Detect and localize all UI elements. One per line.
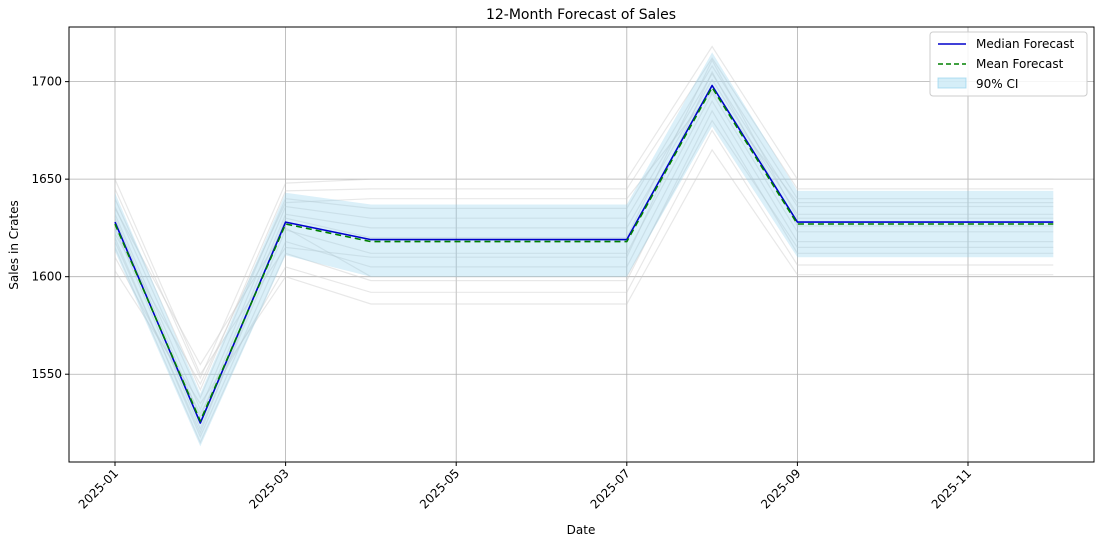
confidence-band [115, 52, 1054, 447]
y-tick-label-1550: 1550 [31, 367, 62, 381]
chart-title: 12-Month Forecast of Sales [486, 7, 676, 23]
y-tick-label-1700: 1700 [31, 75, 62, 89]
sample-path-7 [114, 99, 1054, 439]
sample-path-10 [114, 148, 1054, 405]
y-tick-label-1650: 1650 [31, 172, 62, 186]
sample-path-8 [114, 109, 1054, 444]
y-axis-label: Sales in Crates [7, 200, 21, 290]
sample-path-9 [114, 129, 1054, 415]
sample-path-2 [114, 57, 1054, 392]
mean-forecast-line [114, 86, 1054, 422]
legend-box [929, 31, 1088, 97]
sample-path-4 [114, 72, 1054, 411]
x-axis-label: Date [567, 523, 596, 537]
sample-path-5 [114, 78, 1054, 419]
legend-ci-label: 90% CI [976, 77, 1018, 91]
sample-path-3 [114, 64, 1054, 400]
ci-band [115, 52, 1054, 447]
series-lines [114, 84, 1054, 424]
sample-path-1 [114, 45, 1054, 380]
y-axis-ticks: 1550 1600 1650 1700 [31, 75, 69, 381]
sample-path-11 [114, 119, 1054, 366]
legend: Median Forecast Mean Forecast 90% CI [929, 31, 1088, 97]
sample-path-6 [114, 92, 1054, 431]
sample-path-13 [114, 70, 1054, 376]
y-tick-label-1600: 1600 [31, 270, 62, 284]
legend-median-label: Median Forecast [976, 37, 1075, 51]
plot-frame [68, 26, 1095, 463]
sample-path-12 [114, 90, 1054, 386]
legend-mean-label: Mean Forecast [976, 57, 1064, 71]
grid [69, 27, 1094, 462]
legend-ci-swatch [937, 77, 967, 89]
